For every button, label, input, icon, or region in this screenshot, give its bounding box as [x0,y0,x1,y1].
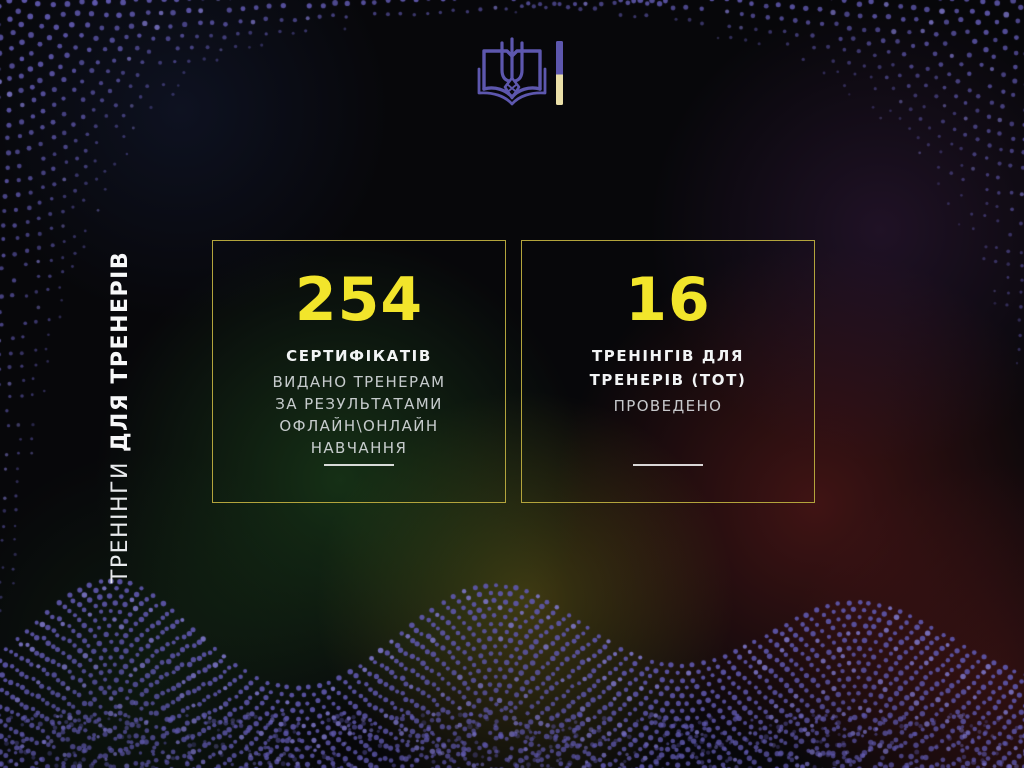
logo-bookmark-bar [556,41,563,105]
open-book-with-trident-icon [477,37,563,106]
stat-label-line: ТРЕНЕРІВ (ТОТ) [589,371,747,389]
stat-desc-line: ПРОВЕДЕНО [613,397,723,415]
vertical-title-regular: ТРЕНІНГИ [107,461,133,584]
stat-desc: ВИДАНО ТРЕНЕРАМ ЗА РЕЗУЛЬТАТАМИ ОФЛАЙН\О… [213,371,505,459]
stat-card: 254 СЕРТИФІКАТІВ ВИДАНО ТРЕНЕРАМ ЗА РЕЗУ… [212,240,506,503]
stat-label-line: ТРЕНІНГІВ ДЛЯ [591,347,745,365]
stat-desc: ПРОВЕДЕНО [522,395,814,417]
divider-line [633,464,703,466]
logo [474,36,566,112]
stat-cards: 254 СЕРТИФІКАТІВ ВИДАНО ТРЕНЕРАМ ЗА РЕЗУ… [212,240,815,503]
divider-line [324,464,394,466]
stat-desc-line: ЗА РЕЗУЛЬТАТАМИ [275,395,443,413]
stat-label: СЕРТИФІКАТІВ [213,344,505,368]
stat-desc-line: ВИДАНО ТРЕНЕРАМ [272,373,446,391]
vertical-title-bold: ДЛЯ ТРЕНЕРІВ [107,250,133,453]
stat-card: 16 ТРЕНІНГІВ ДЛЯ ТРЕНЕРІВ (ТОТ) ПРОВЕДЕН… [521,240,815,503]
vertical-section-title: ТРЕНІНГИ ДЛЯ ТРЕНЕРІВ [100,217,140,617]
stat-label-line: СЕРТИФІКАТІВ [286,347,432,365]
stat-value: 16 [625,265,711,335]
stat-label: ТРЕНІНГІВ ДЛЯ ТРЕНЕРІВ (ТОТ) [522,344,814,392]
stat-value: 254 [294,265,424,335]
stat-desc-line: НАВЧАННЯ [310,439,408,457]
stat-desc-line: ОФЛАЙН\ОНЛАЙН [279,417,439,435]
